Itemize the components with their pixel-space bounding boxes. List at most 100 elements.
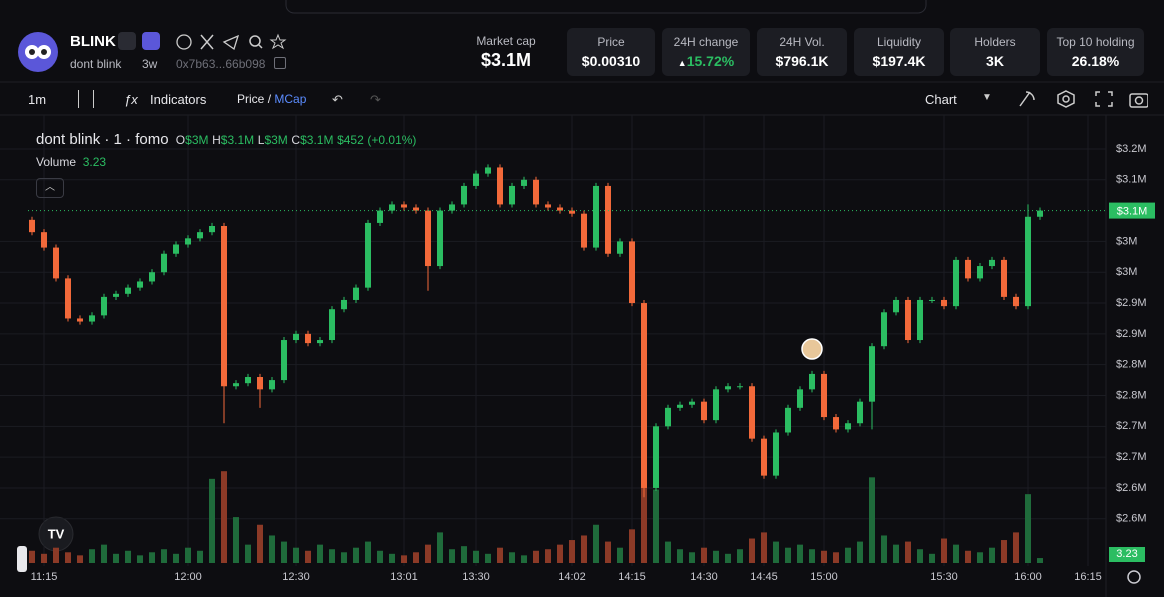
- volume-bar: [29, 550, 35, 563]
- settings-icon[interactable]: [1127, 570, 1141, 584]
- candle-body: [593, 185, 599, 248]
- chart-type-button[interactable]: Chart: [925, 92, 957, 107]
- volume-bar: [737, 549, 743, 563]
- candle-body: [905, 299, 911, 341]
- volume-bar: [413, 552, 419, 563]
- volume-bar: [245, 544, 251, 563]
- indicators-button[interactable]: Indicators: [150, 92, 207, 107]
- volume-bar: [365, 541, 371, 563]
- legend-o: $3M: [185, 133, 209, 147]
- price-option[interactable]: Price: [237, 92, 265, 106]
- candle-body: [821, 373, 827, 418]
- volume-bar: [341, 552, 347, 563]
- candle-body: [737, 386, 743, 388]
- candle-body: [557, 207, 563, 211]
- trade-avatar[interactable]: [801, 338, 823, 360]
- volume-bar: [785, 547, 791, 563]
- volume-bar: [437, 532, 443, 563]
- candle-body: [65, 278, 71, 319]
- candle-body: [221, 226, 227, 387]
- candle-body: [401, 204, 407, 208]
- candle-body: [725, 386, 731, 390]
- candle-body: [125, 287, 131, 294]
- platform-icon[interactable]: [142, 32, 160, 50]
- candle-body: [473, 173, 479, 186]
- volume-bar: [509, 552, 515, 563]
- volume-bar: [197, 550, 203, 563]
- copy-icon[interactable]: [274, 57, 286, 69]
- search-bar[interactable]: [285, 0, 927, 14]
- candle-body: [425, 210, 431, 267]
- candle-body: [881, 312, 887, 347]
- volume-axis-label: 3.23: [1109, 547, 1145, 562]
- stat-label: Liquidity: [876, 35, 922, 49]
- y-tick-label: $2.8M: [1116, 359, 1147, 371]
- stat-value: 26.18%: [1071, 53, 1120, 69]
- expand-button[interactable]: [17, 546, 27, 572]
- volume-bar: [305, 550, 311, 563]
- redo-button[interactable]: ↷: [370, 92, 381, 107]
- volume-bar: [617, 547, 623, 563]
- volume-bar: [581, 535, 587, 563]
- stat-market-cap: Market cap $3.1M: [460, 34, 552, 71]
- candle-body: [929, 299, 935, 301]
- volume-legend: Volume 3.23: [36, 155, 106, 169]
- volume-bar: [821, 550, 827, 563]
- volume-bar: [497, 547, 503, 563]
- stat-price: Price $0.00310: [567, 28, 655, 76]
- volume-bar: [1001, 540, 1007, 563]
- x-tick-label: 14:30: [690, 571, 718, 583]
- token-address[interactable]: 0x7b63...66b098: [176, 57, 266, 71]
- candle-body: [941, 299, 947, 307]
- undo-button[interactable]: ↶: [332, 92, 343, 107]
- candle-body: [437, 210, 443, 267]
- candle-body: [989, 259, 995, 267]
- collapse-button[interactable]: ︿: [36, 178, 64, 198]
- mcap-option[interactable]: MCap: [274, 92, 307, 106]
- candle-body: [365, 222, 371, 288]
- candle-body: [149, 272, 155, 282]
- separator: /: [267, 92, 272, 106]
- stat-holders: Holders 3K: [950, 28, 1040, 76]
- toolbar-icons[interactable]: [1018, 88, 1149, 110]
- candle-body: [1001, 259, 1007, 297]
- volume-bar: [113, 553, 119, 563]
- fx-icon[interactable]: ƒx: [124, 92, 138, 107]
- dropdown-icon[interactable]: ▼: [982, 92, 992, 103]
- volume-bar: [641, 478, 647, 563]
- stat-volume: 24H Vol. $796.1K: [757, 28, 847, 76]
- stat-top10: Top 10 holding 26.18%: [1047, 28, 1144, 76]
- candle-body: [617, 241, 623, 254]
- x-tick-label: 15:30: [930, 571, 958, 583]
- volume-bar: [89, 549, 95, 563]
- candle-body: [305, 333, 311, 344]
- legend-change: $452: [337, 133, 364, 147]
- candle-body: [161, 253, 167, 273]
- volume-bar: [329, 549, 335, 563]
- x-tick-label: 11:15: [31, 571, 58, 583]
- candle-body: [197, 232, 203, 239]
- stat-value: 3K: [986, 53, 1004, 69]
- x-tick-label: 13:30: [462, 571, 490, 583]
- x-tick-label: 13:01: [390, 571, 418, 583]
- volume-bar: [173, 553, 179, 563]
- interval-button[interactable]: 1m: [28, 92, 47, 107]
- volume-bar: [161, 549, 167, 563]
- price-toggle[interactable]: Price / MCap: [237, 92, 306, 106]
- candle-body: [29, 219, 35, 233]
- candle-type-icon[interactable]: [78, 90, 94, 108]
- candle-body: [581, 213, 587, 248]
- candle-body: [857, 401, 863, 424]
- volume-bar: [1013, 532, 1019, 563]
- x-tick-label: 16:15: [1074, 571, 1102, 583]
- candle-body: [953, 259, 959, 307]
- candle-body: [173, 244, 179, 254]
- last-price-box: [1109, 202, 1155, 219]
- edit-icon[interactable]: [118, 32, 136, 50]
- legend-c-key: C: [291, 133, 301, 147]
- volume-bar: [221, 471, 227, 563]
- candle-body: [665, 407, 671, 427]
- volume-bar: [257, 524, 263, 563]
- volume-bar: [233, 517, 239, 563]
